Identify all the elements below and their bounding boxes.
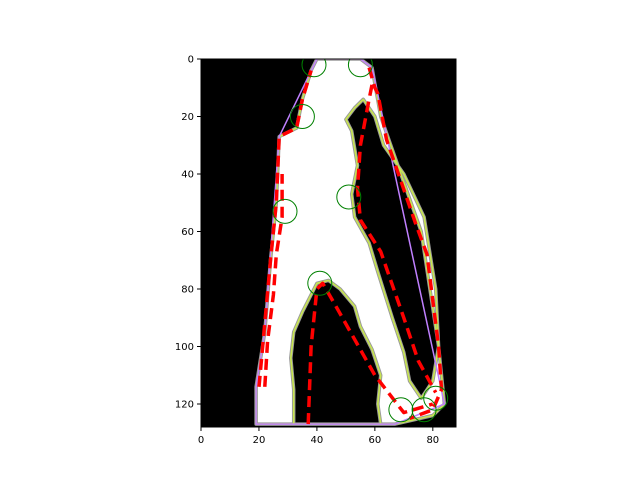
marker-3 xyxy=(289,104,315,129)
marker-1 xyxy=(301,59,327,78)
marker-2 xyxy=(347,59,373,78)
marker-7 xyxy=(388,397,414,423)
segmented-shape xyxy=(256,59,445,425)
y-tick-label: 120 xyxy=(175,400,194,411)
axes-frame xyxy=(200,58,457,428)
x-tick-label: 60 xyxy=(368,435,381,446)
y-tick-label: 60 xyxy=(181,227,194,238)
marker-5 xyxy=(336,184,362,210)
y-tick-label: 80 xyxy=(181,285,194,296)
contour-path-4 xyxy=(306,281,434,425)
contour-path-3 xyxy=(355,84,438,394)
y-tick-label: 40 xyxy=(181,170,194,181)
marker-6 xyxy=(307,270,333,296)
contour-path-5 xyxy=(263,174,284,387)
x-tick-label: 40 xyxy=(311,435,324,446)
x-tick-label: 0 xyxy=(198,435,204,446)
marker-9 xyxy=(423,385,449,411)
y-tick-label: 0 xyxy=(188,55,194,66)
contour-path-1 xyxy=(257,69,313,387)
contour-path-2 xyxy=(367,67,444,421)
x-tick-label: 80 xyxy=(426,435,439,446)
y-tick-label: 20 xyxy=(181,112,194,123)
y-tick-label: 100 xyxy=(175,342,194,353)
marker-4 xyxy=(272,198,298,224)
x-tick-label: 20 xyxy=(253,435,266,446)
